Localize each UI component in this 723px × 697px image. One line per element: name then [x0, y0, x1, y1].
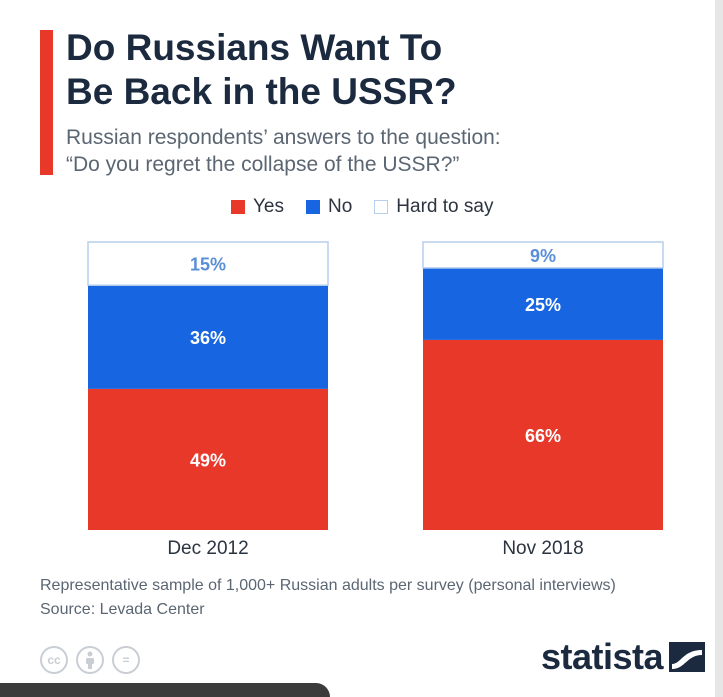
data-label-hard-to-say-nov-2018: 9%	[530, 246, 556, 266]
footnote-sample: Representative sample of 1,000+ Russian …	[40, 577, 616, 594]
bar-segment-no-dec-2012	[88, 285, 328, 389]
legend-swatch-hard-to-say	[374, 200, 389, 214]
chart-title: Do Russians Want To Be Back in the USSR?	[66, 26, 626, 114]
statista-wordmark: statista	[540, 636, 664, 677]
chart-subtitle-line-1: Russian respondents’ answers to the ques…	[66, 126, 501, 149]
category-label-dec-2012: Dec 2012	[167, 538, 248, 559]
category-label-nov-2018: Nov 2018	[502, 538, 583, 559]
legend-item-yes: Yes	[231, 196, 284, 218]
creative-commons-icon[interactable]: cc	[40, 646, 68, 674]
chart-title-line-2: Be Back in the USSR?	[66, 71, 457, 112]
legend-item-hard-to-say: Hard to say	[374, 196, 493, 218]
legend-label-yes: Yes	[253, 196, 284, 217]
person-icon	[86, 651, 94, 669]
bar-segment-hard-to-say-nov-2018	[422, 241, 664, 269]
data-label-no-dec-2012: 36%	[190, 328, 226, 348]
stacked-bar-chart: 49% 36% 15% Dec 2012 66% 25% 9% Nov 2018	[87, 241, 664, 559]
legend: Yes No Hard to say	[231, 195, 515, 219]
legend-label-no: No	[328, 196, 353, 217]
statista-logo[interactable]: statista	[541, 636, 705, 678]
title-accent-bar	[40, 30, 53, 175]
data-label-hard-to-say-dec-2012: 15%	[190, 255, 226, 275]
right-frame-edge	[715, 0, 723, 697]
bar-segment-hard-to-say-dec-2012	[87, 241, 329, 286]
license-icons: cc =	[40, 646, 148, 674]
footnote: Representative sample of 1,000+ Russian …	[40, 574, 720, 622]
bottom-overlay-bar	[0, 683, 330, 697]
legend-swatch-no	[306, 200, 320, 214]
bar-segment-no-nov-2018	[423, 267, 663, 340]
legend-label-hard-to-say: Hard to say	[396, 196, 494, 217]
bar-segment-yes-nov-2018	[423, 339, 663, 530]
data-label-no-nov-2018: 25%	[525, 295, 561, 315]
footnote-source: Source: Levada Center	[40, 601, 205, 618]
statista-logo-mark-icon	[669, 642, 705, 672]
legend-item-no: No	[306, 196, 352, 218]
chart-title-line-1: Do Russians Want To	[66, 27, 443, 68]
chart-subtitle-line-2: “Do you regret the collapse of the USSR?…	[66, 153, 460, 176]
chart-subtitle: Russian respondents’ answers to the ques…	[66, 124, 666, 178]
data-label-yes-nov-2018: 66%	[525, 426, 561, 446]
data-label-yes-dec-2012: 49%	[190, 450, 226, 470]
legend-swatch-yes	[231, 200, 245, 214]
attribution-person-icon[interactable]	[76, 646, 104, 674]
bar-segment-yes-dec-2012	[88, 388, 328, 530]
no-derivatives-icon[interactable]: =	[112, 646, 140, 674]
